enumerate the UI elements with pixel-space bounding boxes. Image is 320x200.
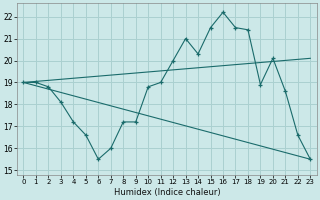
X-axis label: Humidex (Indice chaleur): Humidex (Indice chaleur) [114,188,220,197]
